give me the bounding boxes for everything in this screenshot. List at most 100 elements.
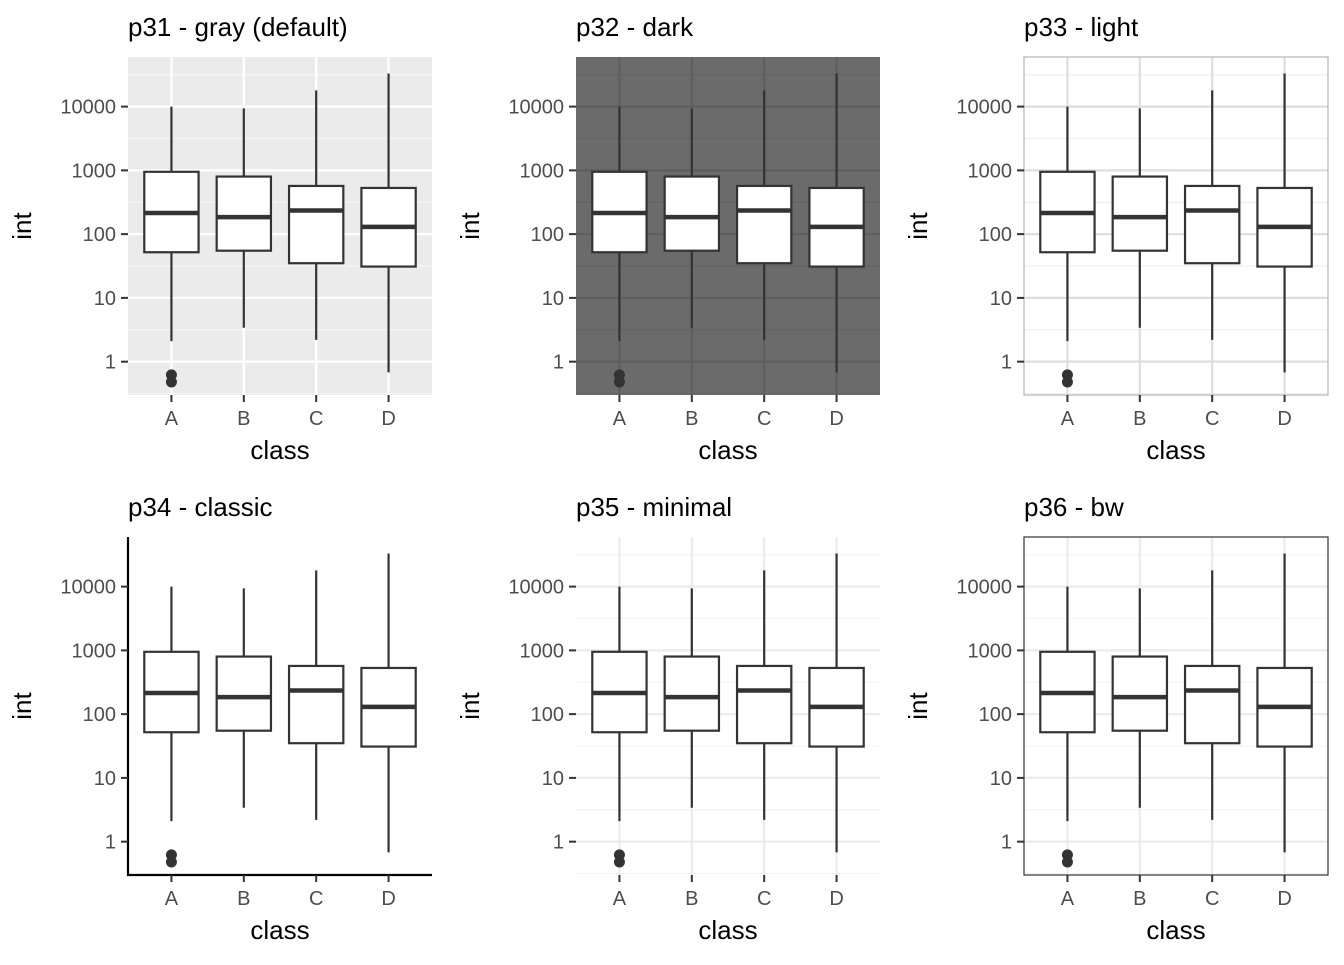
x-tick-label: D [829,408,843,430]
outlier-point [613,376,625,388]
y-tick-label: 10 [94,288,116,310]
y-tick-label: 100 [83,224,116,246]
y-tick-label: 1 [1001,352,1012,374]
y-tick-label: 1 [553,352,564,374]
y-tick-label: 1000 [72,640,117,662]
outlier-point [165,856,177,868]
y-tick-label: 100 [531,224,564,246]
box-A [143,106,200,388]
box-A [591,106,648,388]
x-tick-label: A [1061,888,1075,910]
box-A [591,586,648,868]
box-D [808,553,865,853]
panel-border [1023,536,1329,876]
x-tick-label: D [381,408,395,430]
x-tick-label: A [1061,408,1075,430]
y-tick-label: 100 [531,704,564,726]
y-axis-title: int [7,211,37,239]
panel-title: p32 - dark [576,12,694,42]
x-tick-label: B [1133,408,1146,430]
box-D [808,73,865,373]
x-tick-label: B [237,408,250,430]
y-tick-label: 10 [990,768,1012,790]
y-tick-label: 1 [105,352,116,374]
x-axis-title: class [250,915,309,945]
x-tick-label: B [1133,888,1146,910]
x-tick-label: C [1205,408,1219,430]
box-body [215,175,273,252]
box-body [215,655,273,732]
y-tick-label: 1000 [968,640,1013,662]
panel-title: p33 - light [1024,12,1139,42]
y-axis-title: int [455,211,485,239]
y-tick-label: 1000 [520,160,565,182]
panel-title: p31 - gray (default) [128,12,348,42]
box-body [1183,184,1241,265]
y-tick-label: 1 [105,832,116,854]
box-body [735,664,793,745]
box-body [1183,664,1241,745]
box-B [1111,108,1169,328]
panel-title: p34 - classic [128,492,273,522]
x-axis-title: class [698,915,757,945]
box-body [1111,655,1169,732]
y-tick-label: 10000 [508,97,564,119]
y-tick-label: 10 [542,288,564,310]
y-tick-label: 1000 [520,640,565,662]
x-tick-label: B [237,888,250,910]
box-D [360,73,417,373]
y-tick-label: 1000 [968,160,1013,182]
box-body [287,664,345,745]
x-tick-label: D [1277,888,1291,910]
box-B [215,588,273,808]
x-tick-label: D [381,888,395,910]
x-tick-label: A [613,888,627,910]
box-A [143,586,200,868]
box-B [663,588,721,808]
box-D [1256,553,1313,853]
y-tick-label: 10000 [60,577,116,599]
x-tick-label: D [1277,408,1291,430]
x-tick-label: A [165,888,179,910]
y-tick-label: 10 [990,288,1012,310]
x-axis-title: class [698,435,757,465]
y-axis-title: int [455,691,485,719]
outlier-point [1061,376,1073,388]
x-tick-label: D [829,888,843,910]
y-tick-label: 10000 [508,577,564,599]
box-C [1183,90,1241,340]
box-C [1183,570,1241,820]
box-B [1111,588,1169,808]
y-tick-label: 1000 [72,160,117,182]
x-tick-label: A [613,408,627,430]
y-tick-label: 100 [979,224,1012,246]
box-D [360,553,417,853]
outlier-point [1061,856,1073,868]
x-tick-label: C [757,888,771,910]
box-body [287,184,345,265]
box-D [1256,73,1313,373]
y-tick-label: 10000 [60,97,116,119]
x-tick-label: B [685,408,698,430]
outlier-point [165,376,177,388]
y-tick-label: 1 [553,832,564,854]
x-tick-label: C [309,888,323,910]
y-tick-label: 1 [1001,832,1012,854]
y-axis-title: int [903,691,933,719]
x-axis-title: class [1146,915,1205,945]
box-A [1039,106,1096,388]
x-tick-label: C [309,408,323,430]
x-tick-label: A [165,408,179,430]
x-tick-label: C [1205,888,1219,910]
y-axis-title: int [7,691,37,719]
box-body [735,184,793,265]
box-B [663,108,721,328]
y-tick-label: 100 [979,704,1012,726]
box-C [287,90,345,340]
